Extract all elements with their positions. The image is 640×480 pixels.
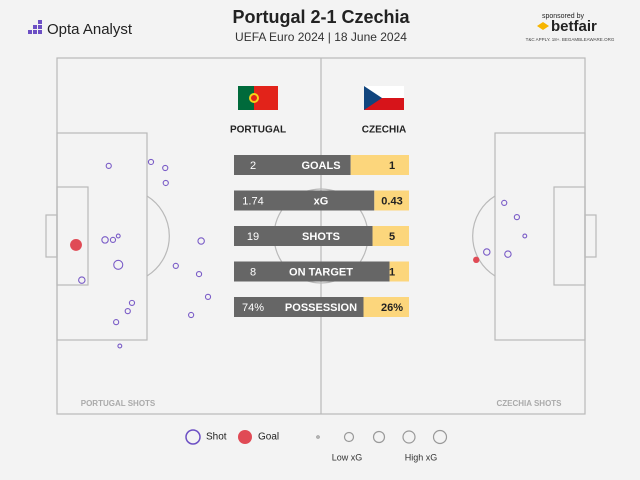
sponsor-icon — [537, 22, 549, 30]
stat-bar-away — [374, 190, 409, 211]
stat-label: xG — [314, 195, 329, 207]
shot — [204, 293, 212, 300]
stat-away-value: 0.43 — [381, 195, 402, 207]
disclaimer: T&C APPLY. 18+. BEGAMBLEAWARE.ORG — [526, 37, 615, 42]
shot — [195, 270, 203, 278]
legend-shot: Shot — [206, 432, 227, 443]
shot — [504, 250, 512, 258]
shot — [115, 233, 121, 239]
stat-bar-home — [234, 226, 373, 246]
shot — [147, 158, 155, 166]
stat-bar-away — [389, 261, 409, 282]
logo-mark — [28, 20, 42, 34]
stat-home-value: 1.74 — [242, 195, 263, 207]
sponsor: betfair — [551, 18, 597, 35]
shot — [113, 259, 124, 270]
flag-czechia — [364, 86, 404, 110]
stat-label: SHOTS — [302, 231, 340, 243]
flag-portugal — [238, 86, 278, 110]
stat-away-value: 1 — [389, 266, 395, 278]
shot — [105, 162, 112, 169]
legend-goal: Goal — [258, 432, 279, 443]
stat-bar-away — [363, 297, 409, 317]
legend-shot-icon — [185, 429, 201, 445]
shot — [78, 276, 86, 284]
legend-high-xg: High xG — [405, 452, 438, 462]
shot — [501, 199, 508, 207]
stat-away-value: 1 — [389, 160, 395, 172]
legend-low-xg: Low xG — [332, 452, 363, 462]
legend-xg-scale — [316, 429, 448, 445]
shot — [124, 308, 131, 315]
stat-bar-home — [234, 261, 390, 282]
stat-away-value: 26% — [381, 302, 403, 314]
team-name: PORTUGAL — [230, 125, 286, 136]
pitch — [45, 57, 597, 415]
stat-bar-home — [234, 297, 364, 317]
stat-bar-away — [372, 226, 409, 246]
stat-label: ON TARGET — [289, 266, 353, 278]
shot — [188, 311, 195, 319]
stat-label: POSSESSION — [285, 302, 357, 314]
shot — [197, 237, 205, 245]
shot — [101, 236, 109, 244]
shot — [117, 343, 123, 349]
stat-bar-home — [234, 190, 375, 211]
stat-home-value: 2 — [250, 160, 256, 172]
shot — [128, 299, 136, 307]
shot — [162, 179, 169, 187]
stat-home-value: 19 — [247, 231, 259, 243]
stat-bar-away — [350, 155, 409, 175]
stat-label: GOALS — [301, 160, 340, 172]
shot — [172, 262, 179, 270]
legend-goal-icon — [238, 430, 252, 444]
brand: Opta Analyst — [47, 21, 133, 38]
title: Portugal 2-1 Czechia — [232, 7, 410, 27]
shots-label: CZECHIA SHOTS — [496, 399, 562, 408]
shot — [483, 248, 491, 256]
stat-home-value: 74% — [242, 302, 264, 314]
shot — [113, 319, 120, 326]
shot — [522, 233, 528, 239]
stat-home-value: 8 — [250, 266, 256, 278]
goal-shot — [70, 238, 82, 251]
shots-label: PORTUGAL SHOTS — [81, 399, 156, 408]
shot — [162, 164, 169, 172]
stat-bar-home — [234, 155, 351, 175]
sponsor-note: sponsored by — [542, 13, 585, 20]
shot — [109, 236, 117, 244]
team-name: CZECHIA — [362, 125, 406, 136]
subtitle: UEFA Euro 2024 | 18 June 2024 — [235, 30, 407, 44]
stat-away-value: 5 — [389, 231, 395, 243]
goal-shot — [473, 256, 480, 264]
shot — [513, 214, 520, 221]
